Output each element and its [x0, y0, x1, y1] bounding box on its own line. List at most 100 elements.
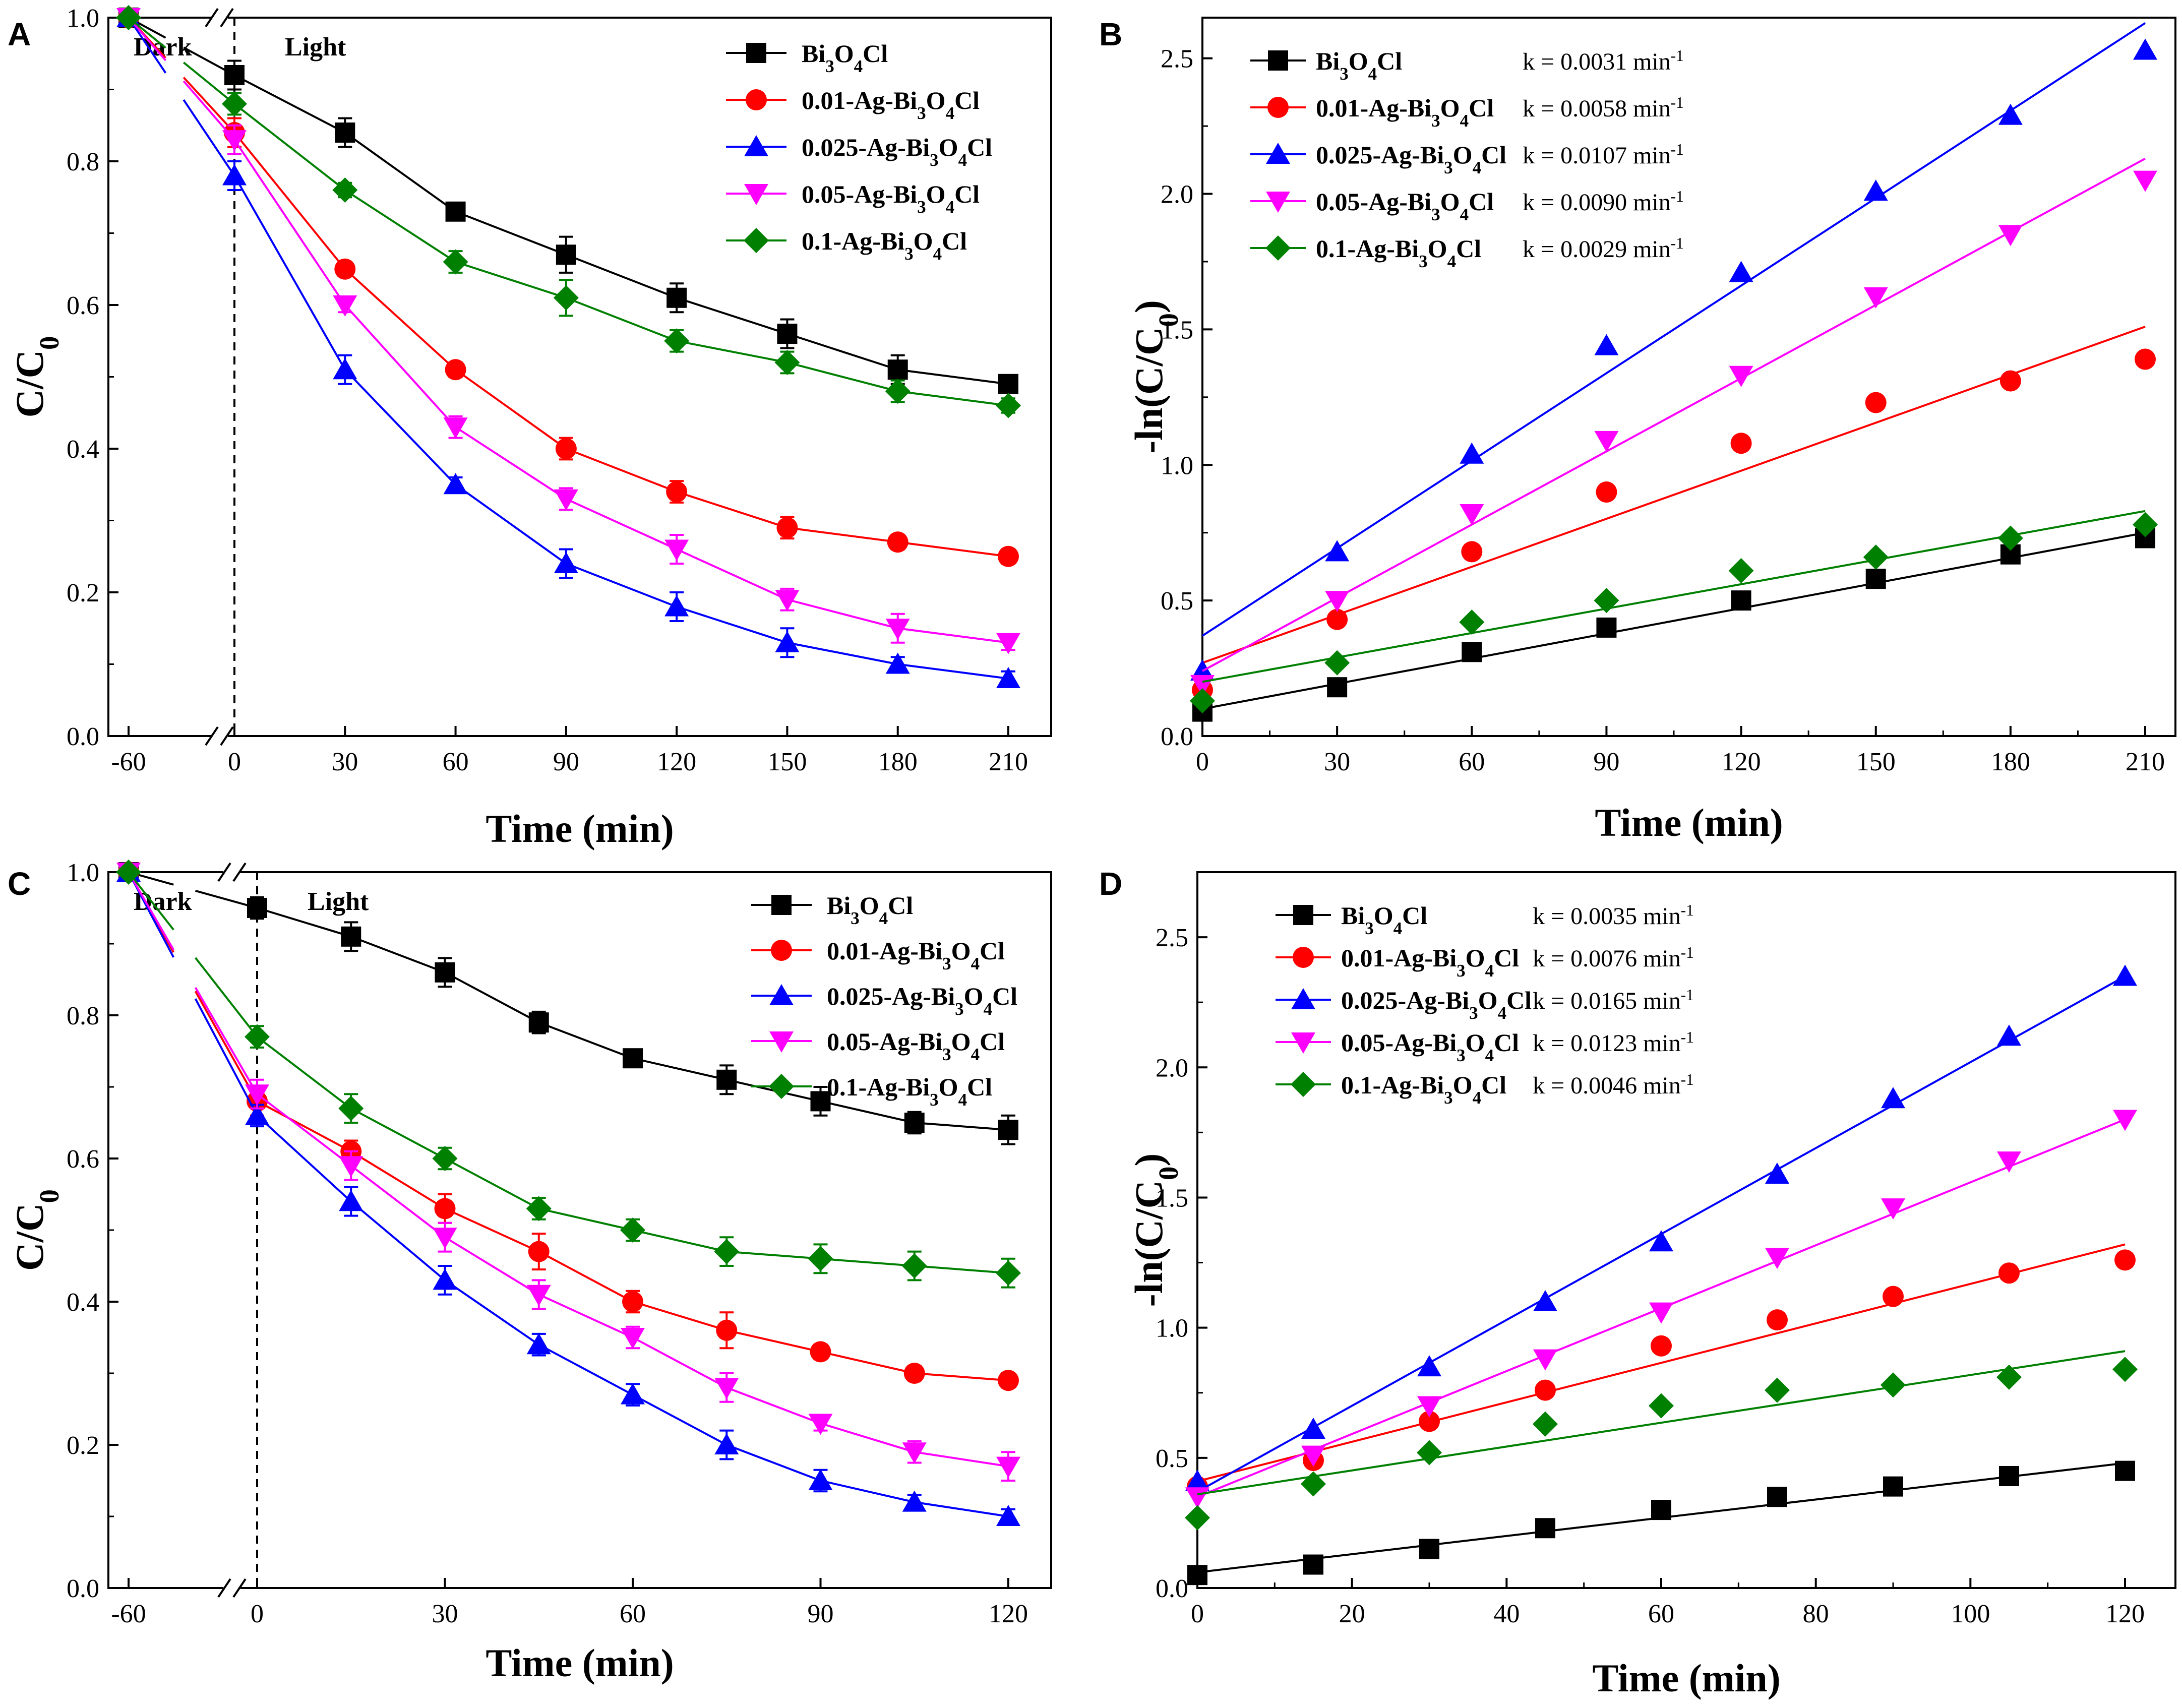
data-point — [1301, 1471, 1326, 1497]
rate-constant: k = 0.0123 min-1 — [1533, 1028, 1694, 1057]
series-0.05-Ag-Bi3O4Cl — [116, 8, 1020, 654]
rate-constant: k = 0.0076 min-1 — [1533, 944, 1694, 972]
y-tick-label: 2.0 — [1156, 1054, 1188, 1082]
data-point — [333, 295, 357, 317]
legend-label: 0.025-Ag-Bi3O4Cl — [1341, 986, 1532, 1023]
data-point — [1460, 504, 1484, 526]
y-tick-label: 0.2 — [67, 579, 99, 607]
legend-label: Bi3O4Cl — [802, 39, 888, 76]
data-point — [1533, 1411, 1558, 1437]
data-point — [774, 350, 800, 375]
data-point — [1997, 1151, 2021, 1173]
data-point — [998, 1120, 1018, 1140]
data-point — [998, 374, 1018, 394]
plot-frame — [1196, 871, 2176, 1589]
data-point — [996, 1456, 1020, 1478]
series-line — [234, 74, 1009, 385]
x-tick-label: 120 — [657, 748, 696, 776]
y-axis-label: -ln(C/C0) — [1127, 1153, 1184, 1307]
data-point — [620, 1217, 645, 1243]
rate-constant: k = 0.0090 min-1 — [1523, 188, 1684, 216]
x-tick-label: 180 — [1991, 748, 2030, 776]
data-point — [434, 1198, 456, 1219]
fit-line — [1202, 531, 2146, 710]
data-point — [1729, 365, 1753, 387]
data-point — [996, 393, 1021, 418]
data-point — [716, 1069, 737, 1090]
series-0.025-Ag-Bi3O4Cl — [1185, 964, 2137, 1493]
data-point — [996, 1505, 1020, 1526]
data-point — [435, 962, 455, 983]
data-point — [1417, 1440, 1442, 1466]
data-point — [664, 328, 690, 354]
x-tick-label: 90 — [553, 748, 579, 776]
y-tick-label: 0.0 — [67, 722, 99, 751]
data-point — [1324, 650, 1350, 676]
y-tick-label: 0.5 — [1161, 587, 1193, 616]
x-tick-label: 100 — [1951, 1600, 1990, 1628]
axis-break-mask — [223, 1581, 240, 1595]
data-point — [526, 1333, 551, 1355]
legend-marker — [771, 940, 792, 961]
legend-label: 0.01-Ag-Bi3O4Cl — [802, 86, 980, 123]
data-point — [1883, 1476, 1903, 1497]
data-point — [808, 1246, 833, 1271]
x-tick-label: 120 — [989, 1600, 1028, 1628]
axis-break-mark — [205, 726, 219, 746]
series-Bi3O4Cl — [118, 862, 1018, 1145]
data-point — [332, 177, 358, 203]
series-line-dark — [183, 77, 235, 134]
data-point — [1863, 287, 1888, 309]
data-point — [1651, 1335, 1672, 1357]
legend-label: Bi3O4Cl — [827, 891, 913, 928]
data-point — [996, 633, 1020, 654]
x-tick-label: -60 — [111, 1600, 146, 1628]
data-point — [222, 164, 247, 186]
legend-marker — [746, 89, 767, 110]
data-point — [623, 1048, 643, 1069]
legend-label: 0.01-Ag-Bi3O4Cl — [827, 937, 1005, 973]
data-point — [1326, 608, 1348, 630]
data-point — [1325, 591, 1350, 613]
series-0.01-Ag-Bi3O4Cl — [1192, 326, 2156, 701]
data-point — [1731, 590, 1751, 611]
legend-marker — [1266, 192, 1290, 213]
data-point — [885, 619, 910, 640]
axis-break-mark — [232, 1578, 247, 1598]
legend-label: 0.05-Ag-Bi3O4Cl — [1316, 188, 1494, 224]
legend-marker — [1268, 50, 1288, 71]
legend-label: Bi3O4Cl — [1316, 47, 1402, 84]
data-point — [902, 1442, 927, 1464]
data-point — [1881, 1372, 1906, 1398]
data-point — [2133, 512, 2158, 537]
x-tick-label: 40 — [1493, 1600, 1520, 1628]
series-line-dark — [194, 987, 258, 1095]
data-point — [716, 1319, 738, 1341]
plot-frame — [1201, 17, 2176, 737]
data-point — [433, 1268, 457, 1290]
axis-break-mark — [217, 1578, 231, 1598]
data-point — [998, 1370, 1019, 1391]
y-tick-label: 0.5 — [1156, 1444, 1188, 1473]
data-point — [245, 1084, 269, 1106]
data-point — [245, 1104, 269, 1125]
data-point — [445, 359, 466, 381]
data-point — [554, 489, 578, 511]
data-point — [433, 1228, 457, 1249]
fit-line — [1197, 1350, 2126, 1496]
panel-letter: A — [8, 16, 31, 52]
data-point — [2114, 1249, 2136, 1271]
legend-label: 0.1-Ag-Bi3O4Cl — [802, 227, 967, 264]
x-axis-label: Time (min) — [1595, 801, 1783, 844]
data-point — [335, 123, 355, 143]
data-point — [1419, 1539, 1439, 1559]
y-tick-label: 2.0 — [1161, 180, 1193, 209]
data-point — [1997, 525, 2023, 551]
axis-break-mask — [211, 11, 228, 25]
data-point — [902, 1490, 927, 1512]
data-point — [1865, 569, 1886, 589]
data-point — [1325, 540, 1350, 562]
data-point — [1651, 1500, 1671, 1520]
y-tick-label: 1.0 — [67, 4, 99, 33]
x-tick-label: 30 — [332, 748, 358, 776]
